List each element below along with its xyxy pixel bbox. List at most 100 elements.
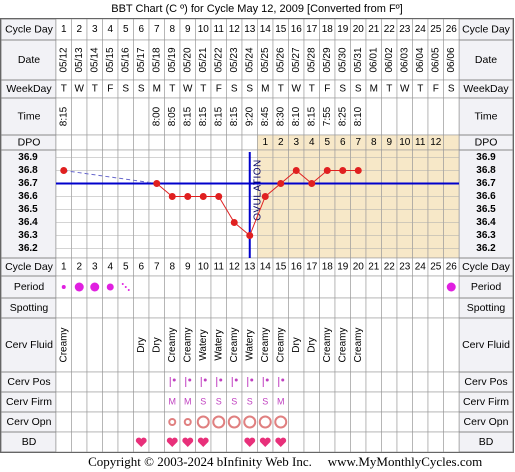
bd-heart xyxy=(275,437,287,447)
day-cell xyxy=(148,134,165,151)
day-cell xyxy=(148,275,165,299)
row-label: Cerv Opn xyxy=(464,416,509,428)
day-cell xyxy=(195,371,212,393)
cycle-day: 4 xyxy=(107,24,113,35)
day-cell xyxy=(226,371,243,393)
row-label: BD xyxy=(22,436,37,448)
day-cell xyxy=(381,391,398,413)
day-cell xyxy=(272,371,289,393)
day-cell xyxy=(412,431,429,453)
day-cell xyxy=(133,149,150,259)
day-cell xyxy=(334,431,351,453)
row-label: DPO xyxy=(475,136,498,148)
day-cell xyxy=(148,411,165,433)
day-cell xyxy=(396,275,413,299)
cycle-day: 14 xyxy=(260,262,272,273)
day-cell xyxy=(443,391,460,413)
y-tick-label: 36.3 xyxy=(476,230,496,241)
spotting-dot xyxy=(124,286,127,288)
dpo: 6 xyxy=(340,137,346,148)
day-cell xyxy=(412,97,429,136)
day-cell xyxy=(303,431,320,453)
day-cell xyxy=(365,411,382,433)
day-cell xyxy=(148,297,165,319)
day-cell xyxy=(210,149,227,259)
date: 06/03 xyxy=(399,47,410,72)
day-cell xyxy=(365,97,382,136)
day-cell xyxy=(210,275,227,299)
weekday: S xyxy=(339,84,346,95)
day-cell xyxy=(365,297,382,319)
cerv-fluid: Watery xyxy=(198,329,209,360)
day-cell xyxy=(396,411,413,433)
time: 8:30 xyxy=(275,106,286,126)
day-cell xyxy=(443,431,460,453)
day-cell xyxy=(164,371,181,393)
day-cell xyxy=(55,391,72,413)
y-tick-label: 36.5 xyxy=(18,204,38,215)
weekday: F xyxy=(216,84,222,95)
cycle-day: 23 xyxy=(399,24,411,35)
label-cell xyxy=(0,39,57,81)
date: 05/19 xyxy=(167,47,178,72)
day-cell xyxy=(179,371,196,393)
cycle-day: 26 xyxy=(446,24,458,35)
day-cell xyxy=(86,371,103,393)
row-label: Cerv Pos xyxy=(464,376,507,388)
cycle-day: 2 xyxy=(76,24,82,35)
day-cell xyxy=(443,411,460,433)
day-cell xyxy=(381,97,398,136)
day-cell xyxy=(102,371,119,393)
day-cell xyxy=(195,149,212,259)
row-label: Cerv Firm xyxy=(463,396,509,408)
day-cell xyxy=(241,134,258,151)
day-cell xyxy=(396,297,413,319)
day-cell xyxy=(133,371,150,393)
day-cell xyxy=(381,431,398,453)
row-label: Cerv Fluid xyxy=(5,339,53,351)
date: 06/02 xyxy=(384,47,395,72)
cycle-day: 6 xyxy=(138,262,144,273)
day-cell xyxy=(71,391,88,413)
day-cell xyxy=(412,297,429,319)
dpo: 10 xyxy=(399,137,411,148)
cycle-day: 3 xyxy=(92,24,98,35)
time: 8:10 xyxy=(291,106,302,126)
day-cell xyxy=(365,149,382,259)
day-cell xyxy=(133,134,150,151)
copyright: Copyright © 2003-2024 bInfinity Web Inc. xyxy=(88,454,312,469)
day-cell xyxy=(226,149,243,259)
label-cell xyxy=(0,317,57,373)
day-cell xyxy=(381,371,398,393)
dpo: 3 xyxy=(293,137,299,148)
day-cell xyxy=(334,149,351,259)
day-cell xyxy=(133,411,150,433)
cerv-fluid: Watery xyxy=(244,329,255,360)
cerv-firm: S xyxy=(216,396,222,406)
row-label: Cerv Opn xyxy=(7,416,52,428)
day-cell xyxy=(350,149,367,259)
bd-heart xyxy=(259,437,271,447)
day-cell xyxy=(55,149,72,259)
day-cell xyxy=(71,134,88,151)
dpo: 1 xyxy=(262,137,268,148)
day-cell xyxy=(288,391,305,413)
row-label: Cycle Day xyxy=(462,23,511,35)
cerv-fluid: Creamy xyxy=(260,327,271,362)
bd-heart xyxy=(135,437,147,447)
temp-point xyxy=(184,193,192,200)
weekday: M xyxy=(261,84,269,95)
dpo: 7 xyxy=(355,137,361,148)
day-cell xyxy=(133,97,150,136)
day-cell xyxy=(303,297,320,319)
day-cell xyxy=(365,431,382,453)
cerv-firm: S xyxy=(247,396,253,406)
day-cell xyxy=(86,297,103,319)
y-tick-label: 36.3 xyxy=(18,230,38,241)
day-cell xyxy=(133,391,150,413)
cycle-day: 2 xyxy=(76,262,82,273)
day-cell xyxy=(55,431,72,453)
day-cell xyxy=(164,411,181,433)
day-cell xyxy=(241,371,258,393)
weekday: T xyxy=(200,84,206,95)
